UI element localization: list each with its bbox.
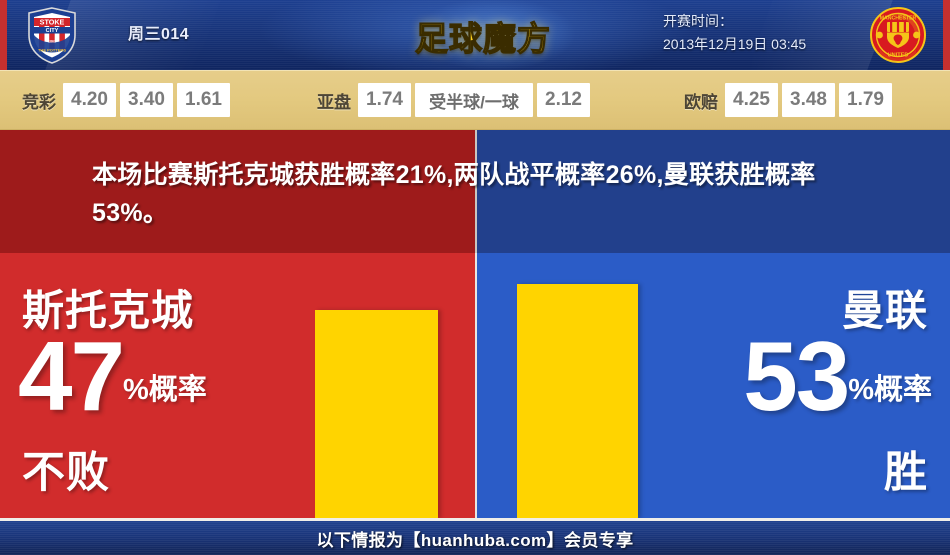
headline-band-right-bg [477, 130, 950, 253]
headline-text: 本场比赛斯托克城获胜概率21%,两队战平概率26%,曼联获胜概率53%。 [92, 161, 816, 227]
probability-chart: 斯托克城 47 %概率 不败 曼联 53 %概率 胜 [0, 253, 950, 518]
svg-text:MANCHESTER: MANCHESTER [880, 16, 917, 22]
stoke-city-crest-icon: STOKE CITY THE POTTERS 1863 [28, 7, 76, 64]
home-probability-value: 47 [18, 321, 125, 431]
away-probability-row: 53 %概率 [743, 321, 932, 431]
svg-text:1863: 1863 [48, 40, 56, 44]
odds-group-label: 欧赔 [684, 92, 718, 112]
odds-cell-handicap[interactable]: 受半球/一球 [415, 83, 533, 117]
odds-bar: 竞彩 4.20 3.40 1.61 亚盘 1.74 受半球/一球 2.12 欧赔… [0, 70, 950, 130]
odds-cell-away[interactable]: 2.12 [537, 83, 590, 117]
odds-cell-away[interactable]: 1.79 [839, 83, 892, 117]
header-edge-accent-right [943, 0, 950, 70]
away-verdict: 胜 [884, 449, 928, 497]
header-edge-accent-left [0, 0, 7, 70]
svg-text:CITY: CITY [46, 28, 59, 34]
svg-text:THE POTTERS: THE POTTERS [38, 48, 66, 53]
svg-text:STOKE: STOKE [40, 18, 65, 27]
away-probability-suffix: %概率 [848, 374, 932, 406]
brand-glow [380, 0, 610, 70]
home-verdict: 不败 [22, 449, 110, 497]
center-divider-top [475, 130, 477, 253]
footer-separator [0, 518, 950, 521]
bar-away-probability [517, 283, 638, 518]
odds-cell-home[interactable]: 1.74 [358, 83, 411, 117]
svg-text:UNITED: UNITED [888, 53, 909, 59]
home-team-name: 斯托克城 [22, 287, 195, 334]
away-team-name: 曼联 [841, 287, 928, 334]
match-number: 周三014 [128, 26, 190, 43]
kickoff-value: 2013年12月19日 03:45 [663, 36, 807, 52]
home-probability-suffix: %概率 [123, 374, 207, 406]
brand-logo-text: 足球魔方 [414, 18, 551, 58]
footer-text: 以下情报为【huanhuba.com】会员专享 [316, 530, 634, 550]
header-bar: STOKE CITY THE POTTERS 1863 周三014 足球魔方 开… [0, 0, 950, 70]
bar-home-probability [315, 310, 438, 518]
odds-group-label: 竞彩 [22, 92, 56, 112]
away-probability-value: 53 [743, 321, 850, 431]
home-probability-row: 47 %概率 [18, 321, 207, 431]
manchester-united-crest-icon: MANCHESTER UNITED [870, 7, 926, 63]
odds-cell-draw[interactable]: 3.48 [782, 83, 835, 117]
headline-band-left-bg [0, 130, 477, 253]
odds-cell-home[interactable]: 4.25 [725, 83, 778, 117]
odds-group-label: 亚盘 [317, 92, 351, 112]
odds-cell-away[interactable]: 1.61 [177, 83, 230, 117]
odds-group-jingcai: 竞彩 4.20 3.40 1.61 [22, 83, 234, 117]
footer-bar: 以下情报为【huanhuba.com】会员专享 [0, 521, 950, 555]
odds-cell-draw[interactable]: 3.40 [120, 83, 173, 117]
headline-band: 本场比赛斯托克城获胜概率21%,两队战平概率26%,曼联获胜概率53%。 [0, 130, 950, 253]
center-divider-main [475, 253, 477, 518]
odds-cell-home[interactable]: 4.20 [63, 83, 116, 117]
kickoff-label: 开赛时间： [663, 13, 733, 29]
odds-group-yapan: 亚盘 1.74 受半球/一球 2.12 [317, 83, 594, 117]
odds-group-oupei: 欧赔 4.25 3.48 1.79 [684, 83, 896, 117]
kickoff-time: 开赛时间： 2013年12月19日 03:45 [663, 10, 806, 56]
